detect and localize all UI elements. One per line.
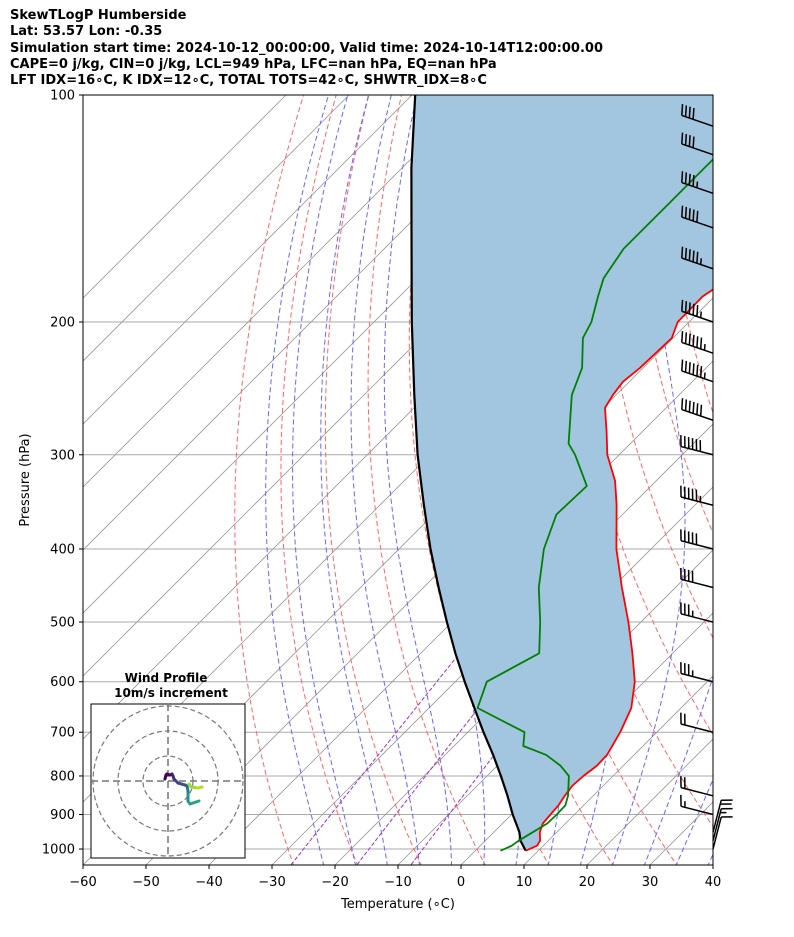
x-tick-label: 0	[457, 875, 465, 890]
isotherm-line	[83, 95, 476, 488]
y-tick-label: 900	[50, 808, 75, 823]
x-tick-label: −60	[69, 875, 96, 890]
moist-adiabat-line	[611, 95, 686, 865]
dry-adiabat-line	[367, 95, 486, 865]
dry-adiabat-line	[280, 95, 358, 865]
wind-barb	[681, 205, 714, 229]
x-tick-label: 40	[705, 875, 722, 890]
isotherm-line	[83, 95, 287, 299]
dry-adiabat-line	[408, 95, 550, 865]
wind-barb	[681, 132, 714, 156]
temperature-profile-line	[525, 288, 713, 852]
dewpoint-profile-line	[476, 158, 713, 852]
x-tick-label: −30	[258, 875, 285, 890]
isotherm-line	[208, 360, 713, 865]
x-tick-label: −50	[132, 875, 159, 890]
wind-barb	[712, 816, 733, 850]
location-line: Lat: 53.57 Lon: -0.35	[10, 24, 163, 40]
simulation-time-line: Simulation start time: 2024-10-12_00:00:…	[10, 40, 603, 56]
wind-barb	[680, 712, 714, 733]
isotherm-line	[271, 423, 713, 865]
wind-barb	[681, 299, 714, 323]
x-tick-label: 20	[579, 875, 596, 890]
chart-header: SkewTLogP Humberside Lat: 53.57 Lon: -0.…	[10, 8, 603, 89]
y-axis-label: Pressure (hPa)	[18, 433, 33, 526]
x-tick-label: −10	[384, 875, 411, 890]
isotherm-line	[334, 486, 713, 865]
cape-cin-shading	[411, 95, 713, 851]
x-axis-label: Temperature (∘C)	[340, 897, 455, 912]
moist-adiabat-line	[350, 95, 420, 865]
moist-adiabat-line	[643, 675, 713, 865]
wind-barb	[680, 485, 714, 506]
hodograph-subtitle: 10m/s increment	[114, 686, 228, 700]
wind-barb	[681, 171, 714, 194]
wind-barb	[712, 807, 733, 841]
isotherm-line	[83, 95, 350, 362]
isotherm-line	[83, 95, 413, 425]
y-tick-label: 200	[50, 315, 75, 330]
dry-adiabat-line	[758, 61, 794, 875]
wind-barb	[680, 794, 714, 816]
hodograph-trace-segment	[163, 773, 168, 781]
parcel-profile-line	[410, 95, 527, 852]
dry-adiabat-line	[790, 61, 794, 875]
dry-adiabat-line	[661, 95, 713, 415]
dry-adiabat-line	[324, 95, 422, 865]
y-tick-label: 600	[50, 675, 75, 690]
x-tick-label: −20	[321, 875, 348, 890]
wind-barb	[680, 662, 714, 683]
y-tick-label: 400	[50, 542, 75, 557]
mixing-ratio-line	[290, 608, 496, 865]
y-tick-label: 300	[50, 448, 75, 463]
moist-adiabat-line	[572, 95, 621, 865]
moist-adiabat-line	[383, 95, 453, 865]
wind-barb	[680, 435, 714, 456]
y-tick-label: 100	[50, 89, 75, 104]
stability-indices-line: CAPE=0 j/kg, CIN=0 j/kg, LCL=949 hPa, LF…	[10, 56, 497, 72]
axes: −60 −50 −40 −30 −20 −10 0 10 20 30 40 1000 900 800 700…	[18, 89, 721, 913]
wind-barb	[681, 246, 714, 270]
wind-barb	[680, 567, 714, 589]
x-tick-label: 10	[516, 875, 533, 890]
wind-barb	[681, 331, 714, 354]
wind-barb	[681, 398, 714, 421]
wind-barb	[681, 359, 714, 383]
moist-adiabat-line	[675, 778, 713, 865]
wind-barb	[681, 104, 714, 127]
wind-barb	[680, 529, 714, 550]
x-tick-label: −40	[195, 875, 222, 890]
mixing-ratio-line	[356, 608, 557, 865]
wind-barbs	[680, 104, 733, 850]
chart-title: SkewTLogP Humberside	[10, 8, 187, 23]
wind-barb	[680, 602, 714, 623]
y-tick-label: 800	[50, 769, 75, 784]
hodograph-trace-segment	[196, 785, 204, 790]
hodograph-title: Wind Profile	[125, 671, 208, 685]
y-tick-label: 700	[50, 726, 75, 741]
isotherm-line	[523, 675, 713, 865]
x-tick-label: 30	[642, 875, 659, 890]
y-tick-label: 1000	[42, 843, 75, 858]
moist-adiabat-line	[707, 853, 713, 865]
dry-adiabat-line	[234, 95, 305, 865]
isotherm-line	[761, 22, 794, 880]
index-values-line: LFT IDX=16∘C, K IDX=12∘C, TOTAL TOTS=42∘…	[10, 73, 487, 89]
wind-barb	[680, 776, 714, 797]
dry-adiabat-line	[726, 61, 794, 875]
hodograph-trace-segment	[188, 799, 201, 806]
wind-barb	[712, 799, 733, 833]
hodograph-plot	[91, 704, 245, 858]
y-tick-label: 500	[50, 616, 75, 631]
